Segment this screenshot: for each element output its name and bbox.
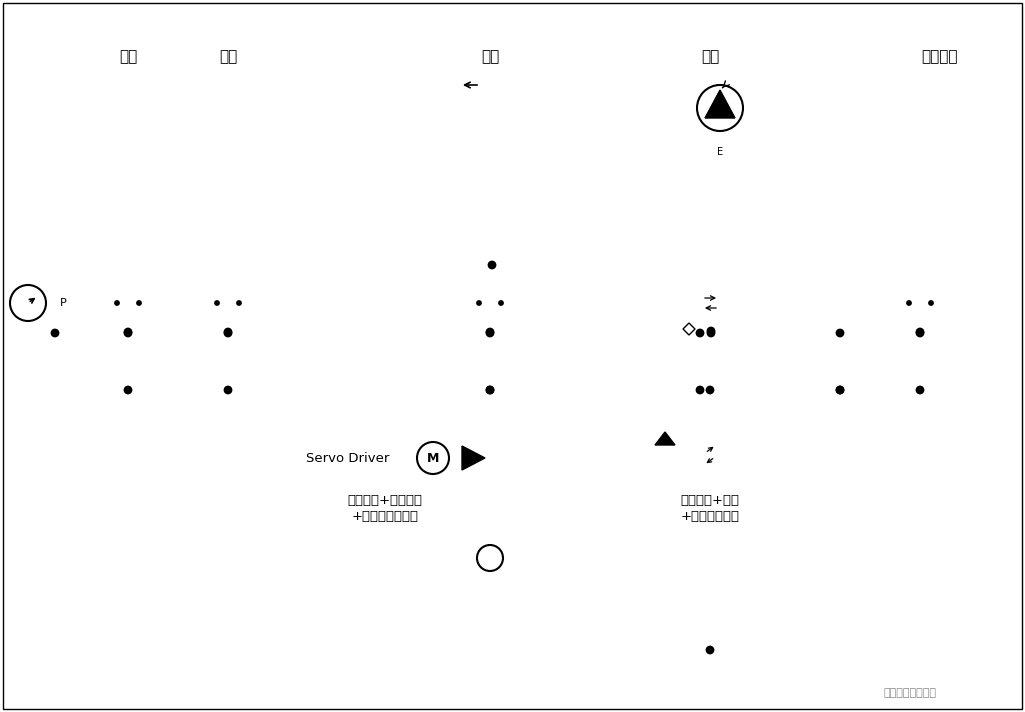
Text: 伺服驱动+伺服电机: 伺服驱动+伺服电机 — [347, 493, 422, 506]
Bar — [680, 441, 700, 469]
Bar — [479, 288, 501, 318]
Circle shape — [215, 301, 219, 305]
Bar — [95, 288, 117, 318]
Circle shape — [487, 328, 493, 335]
Circle shape — [124, 328, 131, 335]
Bar — [217, 288, 239, 318]
Circle shape — [237, 301, 241, 305]
Bar — [457, 288, 479, 318]
Bar — [720, 441, 740, 469]
Circle shape — [124, 387, 131, 394]
Bar — [900, 97, 955, 135]
Circle shape — [224, 330, 232, 337]
Circle shape — [916, 328, 924, 335]
Bar — [10, 608, 1015, 658]
Circle shape — [707, 328, 714, 335]
Text: 顶针油缸: 顶针油缸 — [921, 50, 958, 65]
Circle shape — [10, 285, 46, 321]
Circle shape — [224, 328, 232, 335]
Bar — [97, 96, 175, 140]
Circle shape — [836, 387, 844, 394]
Circle shape — [916, 387, 924, 394]
Circle shape — [489, 261, 495, 268]
Circle shape — [697, 85, 743, 131]
Text: P: P — [59, 298, 67, 308]
Text: 蚶胶: 蚶胶 — [701, 50, 720, 65]
Bar — [931, 288, 953, 318]
Polygon shape — [640, 104, 655, 118]
Circle shape — [487, 387, 493, 394]
Polygon shape — [683, 323, 695, 335]
Circle shape — [51, 330, 58, 337]
Bar — [501, 288, 523, 318]
Circle shape — [499, 301, 503, 305]
Text: Servo Driver: Servo Driver — [306, 451, 390, 464]
Text: M: M — [426, 451, 439, 464]
Text: 锁模: 锁模 — [119, 50, 137, 65]
Circle shape — [487, 330, 493, 337]
Bar — [295, 444, 400, 472]
Text: 别易亏十佰业机电: 别易亏十佰业机电 — [884, 688, 937, 698]
Text: +保压特殊回路: +保压特殊回路 — [681, 511, 739, 523]
Circle shape — [697, 387, 703, 394]
Bar — [239, 288, 261, 318]
Circle shape — [115, 301, 119, 305]
Text: +变速驱动叶片泵: +变速驱动叶片泵 — [352, 511, 418, 523]
Bar — [195, 97, 265, 142]
Bar — [482, 195, 510, 228]
Text: 射胶: 射胶 — [481, 50, 499, 65]
Bar — [373, 98, 490, 125]
Circle shape — [706, 646, 713, 654]
Polygon shape — [462, 446, 485, 470]
Polygon shape — [705, 90, 735, 118]
Circle shape — [477, 545, 503, 571]
Polygon shape — [655, 432, 675, 445]
Circle shape — [929, 301, 933, 305]
Bar — [700, 441, 720, 469]
Circle shape — [836, 330, 844, 337]
Bar — [678, 289, 700, 317]
Circle shape — [224, 387, 232, 394]
Circle shape — [477, 301, 481, 305]
Circle shape — [916, 330, 924, 337]
Bar — [697, 478, 725, 500]
Circle shape — [124, 330, 131, 337]
Circle shape — [706, 387, 713, 394]
Circle shape — [137, 301, 141, 305]
Bar — [909, 288, 931, 318]
Bar — [490, 98, 532, 125]
Bar — [270, 395, 550, 545]
Bar — [117, 288, 139, 318]
Text: E: E — [716, 147, 723, 157]
Text: 系统卸荷+加载: 系统卸荷+加载 — [681, 493, 739, 506]
Circle shape — [836, 387, 844, 394]
Circle shape — [417, 442, 449, 474]
Circle shape — [907, 301, 911, 305]
Bar — [700, 289, 722, 317]
Circle shape — [697, 330, 703, 337]
Bar — [605, 395, 880, 545]
Text: 射移: 射移 — [219, 50, 237, 65]
Bar — [139, 288, 161, 318]
Bar — [195, 288, 217, 318]
Bar — [52, 292, 74, 314]
Circle shape — [707, 330, 714, 337]
Bar — [887, 288, 909, 318]
Circle shape — [487, 387, 493, 394]
